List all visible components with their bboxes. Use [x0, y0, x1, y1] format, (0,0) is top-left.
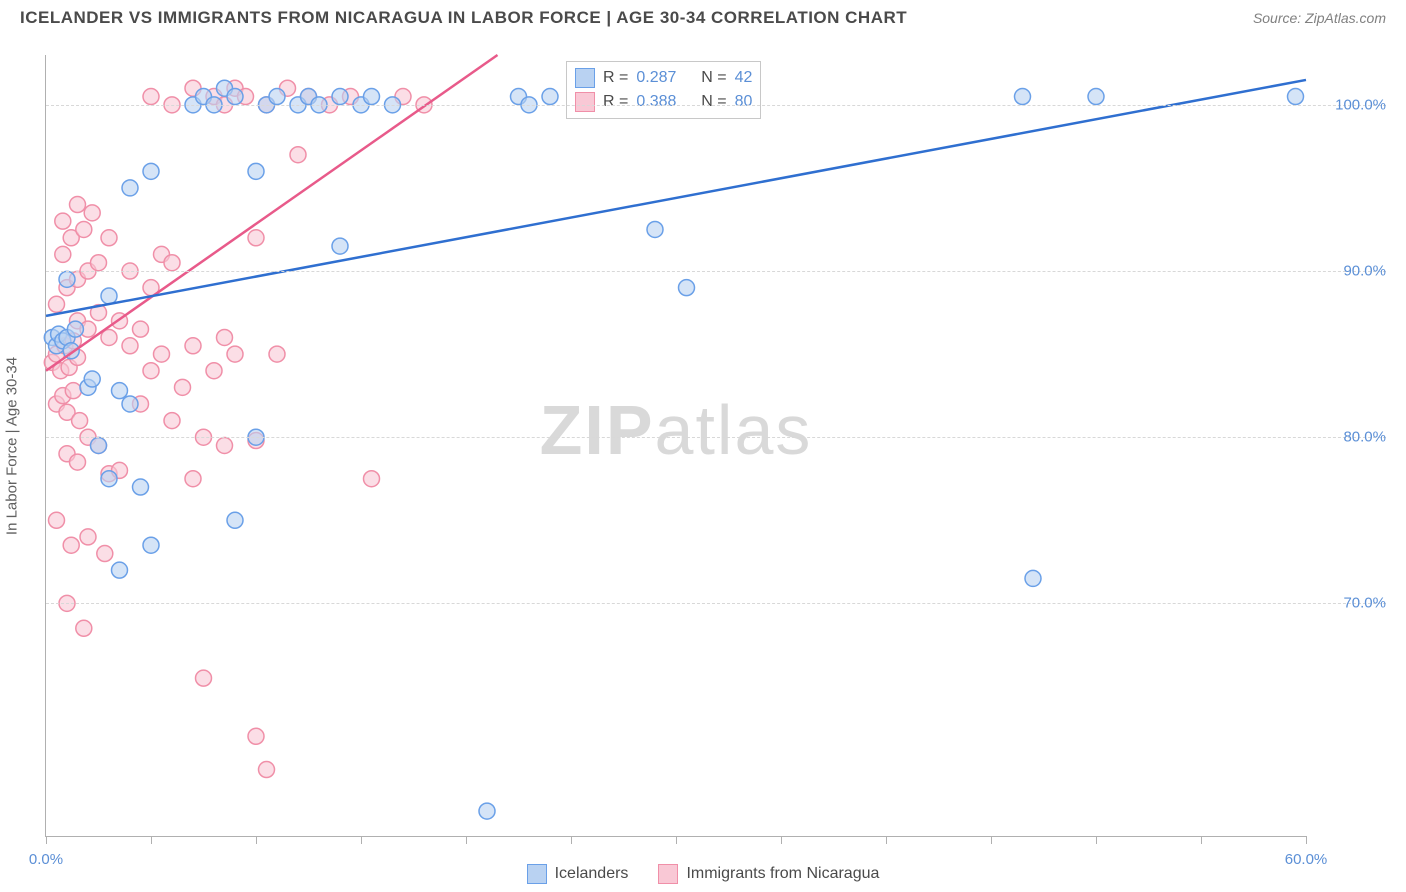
- y-tick-label: 90.0%: [1316, 263, 1386, 280]
- swatch-nicaragua: [575, 92, 595, 112]
- chart-title: ICELANDER VS IMMIGRANTS FROM NICARAGUA I…: [20, 8, 907, 28]
- n-label-2: N =: [701, 93, 726, 111]
- legend-correlation: R = 0.287 N = 42 R = 0.388 N = 80: [566, 61, 761, 119]
- legend-label-icelanders: Icelanders: [555, 865, 629, 883]
- r-label-2: R =: [603, 93, 628, 111]
- legend-row-nicaragua: R = 0.388 N = 80: [575, 90, 752, 114]
- title-bar: ICELANDER VS IMMIGRANTS FROM NICARAGUA I…: [0, 0, 1406, 34]
- plot-area: ZIPatlas R = 0.287 N = 42 R = 0.388 N = …: [45, 55, 1306, 837]
- legend-item-icelanders: Icelanders: [527, 864, 629, 884]
- swatch-icelanders: [575, 68, 595, 88]
- legend-bottom: Icelanders Immigrants from Nicaragua: [0, 864, 1406, 884]
- y-tick-label: 100.0%: [1316, 96, 1386, 113]
- y-tick-label: 70.0%: [1316, 595, 1386, 612]
- source-label: Source: ZipAtlas.com: [1253, 10, 1386, 26]
- legend-row-icelanders: R = 0.287 N = 42: [575, 66, 752, 90]
- r-label-1: R =: [603, 69, 628, 87]
- legend-item-nicaragua: Immigrants from Nicaragua: [658, 864, 879, 884]
- y-tick-label: 80.0%: [1316, 429, 1386, 446]
- n-value-icelanders: 42: [735, 69, 753, 87]
- legend-label-nicaragua: Immigrants from Nicaragua: [686, 865, 879, 883]
- n-label-1: N =: [701, 69, 726, 87]
- y-axis-title: In Labor Force | Age 30-34: [4, 357, 21, 535]
- plot-svg: [46, 55, 1306, 836]
- swatch-nicaragua-bottom: [658, 864, 678, 884]
- r-value-icelanders: 0.287: [636, 69, 676, 87]
- n-value-nicaragua: 80: [735, 93, 753, 111]
- swatch-icelanders-bottom: [527, 864, 547, 884]
- r-value-nicaragua: 0.388: [636, 93, 676, 111]
